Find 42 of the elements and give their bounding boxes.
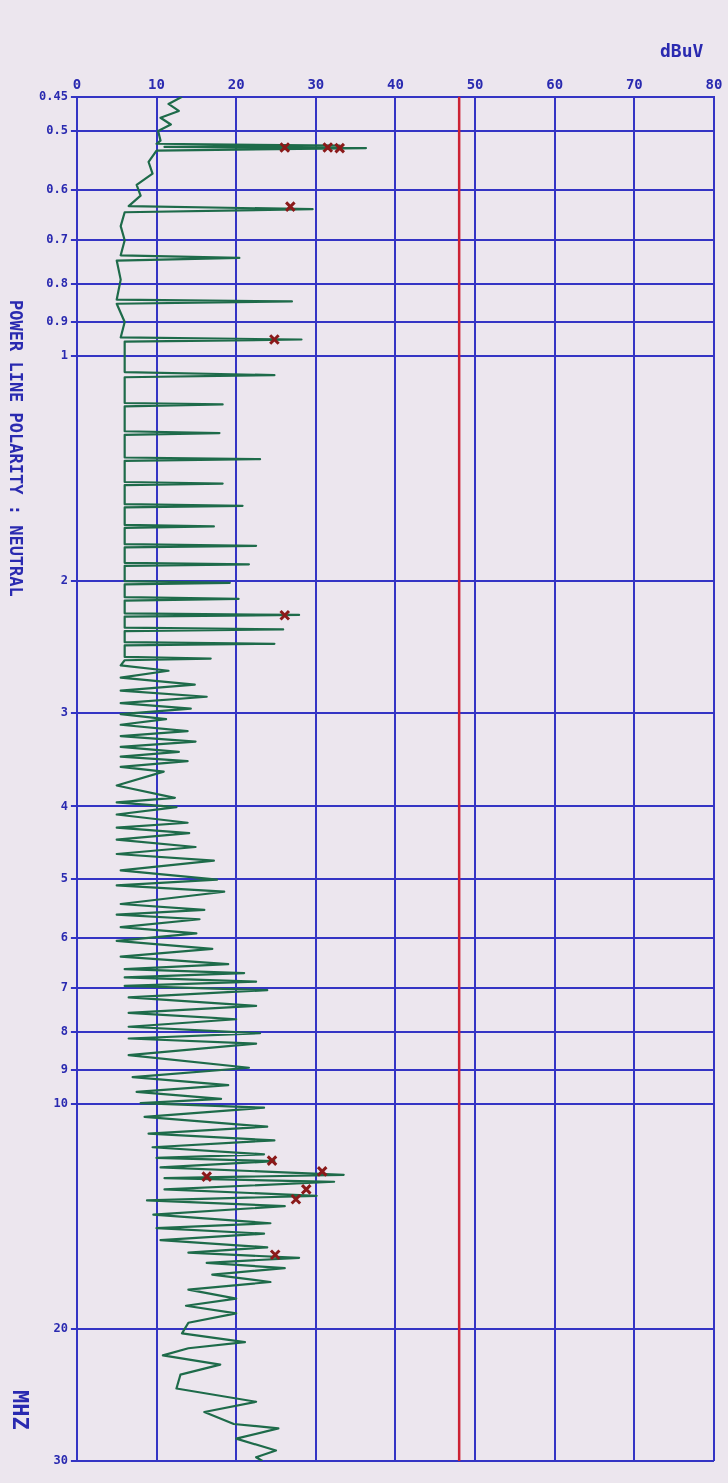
point	[266, 1154, 278, 1167]
point	[279, 609, 291, 621]
x-tick-label: 40	[387, 76, 404, 93]
point	[322, 141, 334, 154]
y-tick-label: 7	[60, 980, 68, 995]
point	[316, 1165, 328, 1178]
point	[268, 333, 281, 346]
y-tick-label: 20	[53, 1321, 68, 1336]
y-tick-label: 0.8	[46, 275, 68, 290]
text: POWER LINE POLARITY : NEUTRAL	[6, 300, 26, 597]
y-tick-label: 5	[60, 871, 68, 886]
x-tick-label: 30	[307, 76, 325, 93]
y-tick-label: 0.5	[46, 123, 68, 138]
y-tick-label: 0.7	[46, 232, 68, 247]
y-tick-label: 30	[53, 1453, 68, 1468]
x-tick-label: 20	[227, 76, 245, 93]
x-tick-label: 80	[705, 76, 723, 93]
point	[300, 1183, 312, 1196]
point	[200, 1170, 213, 1183]
y-tick-label: 1	[60, 348, 68, 363]
y-tick-label: 4	[60, 798, 68, 813]
point	[284, 200, 297, 213]
point	[333, 142, 346, 154]
point	[290, 1193, 302, 1205]
point	[269, 1249, 281, 1261]
point	[279, 141, 291, 154]
y-tick-label: 6	[60, 930, 68, 945]
y-tick-label: 3	[60, 705, 68, 720]
x-tick-label: 10	[148, 76, 165, 93]
x-axis-title: dBuV	[660, 40, 704, 61]
y-tick-label: 0.45	[38, 88, 68, 103]
y-tick-label: 2	[60, 573, 68, 588]
y-axis-title: MHZ	[8, 1390, 33, 1430]
x-tick-label: 60	[546, 76, 564, 93]
y-tick-label: 9	[60, 1062, 68, 1077]
y-tick-label: 10	[53, 1096, 68, 1111]
x-tick-label: 70	[625, 76, 643, 93]
x-tick-label: 50	[466, 76, 484, 93]
y-tick-label: 0.9	[46, 314, 68, 329]
x-tick-label: 0	[72, 76, 82, 93]
y-tick-label: 8	[60, 1023, 68, 1038]
y-tick-label: 0.6	[46, 182, 68, 197]
